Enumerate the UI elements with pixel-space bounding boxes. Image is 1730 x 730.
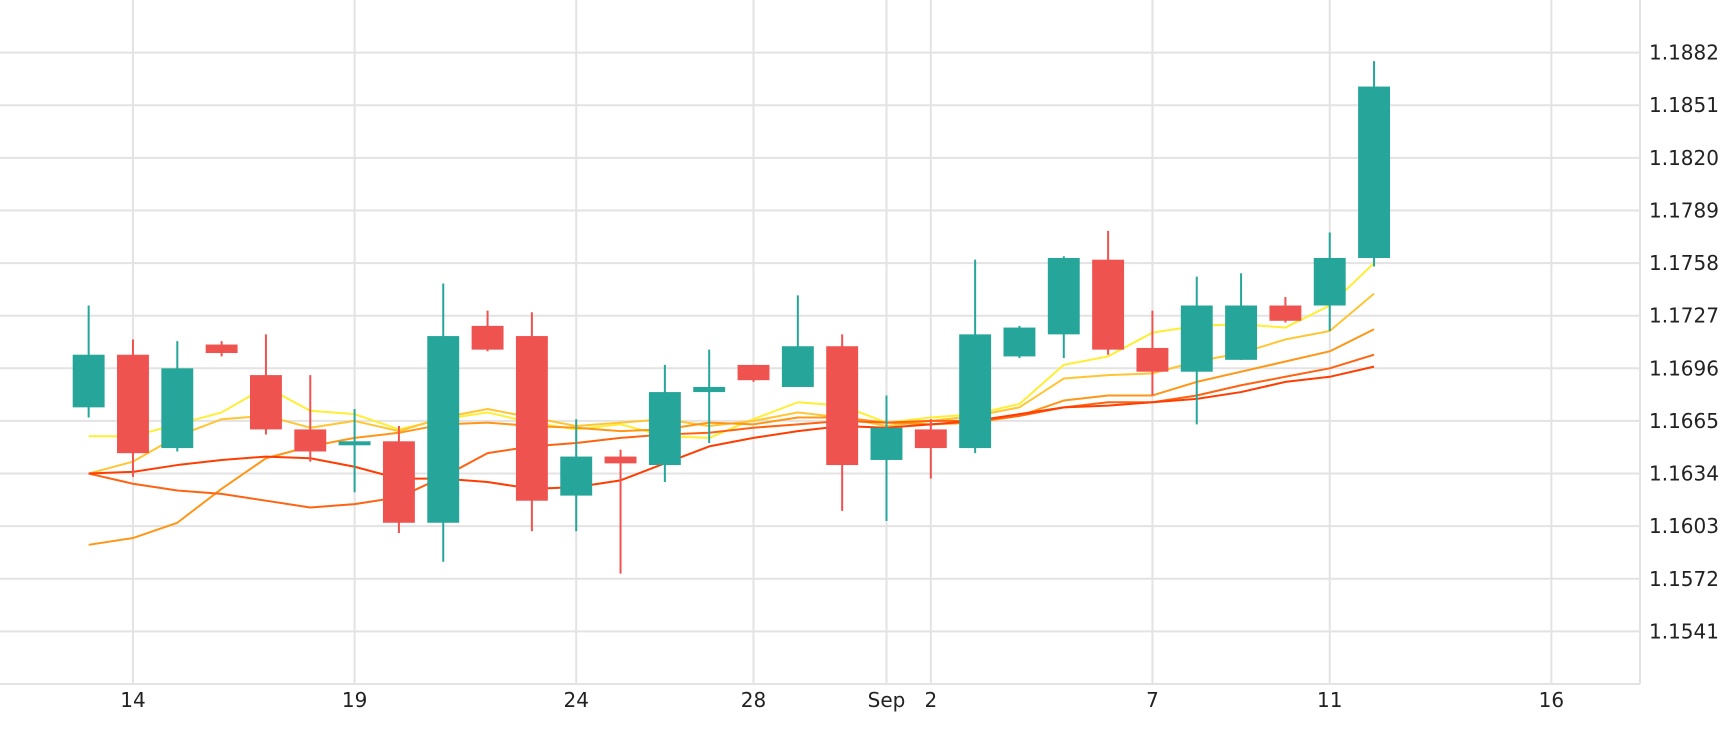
candles (72, 61, 1391, 574)
series-line-5 (88, 365, 1375, 490)
candle-body (781, 346, 814, 387)
candle (826, 334, 859, 511)
x-tick-label: 7 (1146, 688, 1159, 712)
y-tick-label: 1.1572 (1649, 567, 1719, 591)
y-tick-label: 1.1851 (1649, 93, 1719, 117)
x-tick-label: Sep (868, 688, 906, 712)
y-tick-label: 1.1603 (1649, 514, 1719, 538)
x-tick-label: 2 (924, 688, 937, 712)
candle-body (914, 429, 947, 449)
y-tick-label: 1.1665 (1649, 409, 1719, 433)
candle (72, 305, 105, 418)
y-tick-label: 1.1882 (1649, 41, 1719, 65)
candle-body (1092, 259, 1125, 350)
candle-body (1136, 347, 1169, 372)
candle-body (870, 427, 903, 460)
candle (1047, 256, 1080, 359)
candle-body (737, 364, 770, 381)
candle-body (693, 386, 726, 393)
x-tick-label: 28 (741, 688, 766, 712)
candle (471, 310, 504, 352)
candle (382, 426, 415, 533)
y-tick-label: 1.1789 (1649, 198, 1719, 222)
candle (1003, 325, 1036, 359)
candle-body (1313, 257, 1346, 306)
candle (117, 339, 149, 477)
candle-body (604, 456, 637, 464)
axes: 1.1882 1.1851 1.1820 1.1789 1.1758 1.1727 1.16… (0, 0, 1719, 712)
candle (205, 341, 238, 357)
candle-body (648, 392, 681, 466)
y-tick-label: 1.1634 (1649, 462, 1719, 486)
candle (1136, 310, 1169, 396)
candle-body (1225, 305, 1258, 360)
candle-body (826, 346, 859, 466)
x-tick-label: 19 (342, 688, 367, 712)
candle-body (249, 375, 282, 430)
y-tick-label: 1.1727 (1649, 304, 1719, 328)
candle (781, 295, 814, 387)
x-tick-label: 16 (1539, 688, 1564, 712)
series-line-1 (88, 262, 1375, 439)
candle (737, 364, 770, 382)
candle-body (1047, 257, 1080, 335)
candle-body (205, 344, 238, 354)
candle (161, 341, 194, 452)
candle (604, 449, 637, 574)
candle (338, 409, 371, 493)
candle-body (1003, 327, 1036, 357)
y-tick-label: 1.1696 (1649, 356, 1719, 380)
candle-body (1269, 305, 1302, 321)
candle-body (338, 441, 371, 446)
candle-body (959, 334, 992, 449)
grid-layer (0, 0, 1640, 684)
candle-body (471, 325, 504, 350)
candle-body (294, 429, 327, 452)
candle (1269, 297, 1302, 323)
candle-body (161, 368, 194, 449)
candle-body (117, 354, 149, 454)
candle-body (1180, 305, 1213, 372)
candle (427, 283, 460, 562)
candle (1358, 61, 1391, 267)
x-tick-label: 11 (1317, 688, 1342, 712)
candle-body (72, 354, 105, 408)
y-tick-label: 1.1541 (1649, 619, 1719, 643)
candle-body (560, 456, 593, 496)
candle (870, 395, 903, 522)
candle (1180, 276, 1213, 425)
candle (1225, 273, 1258, 360)
candle (648, 364, 681, 483)
candle (959, 259, 992, 454)
candle (294, 375, 327, 462)
y-tick-label: 1.1758 (1649, 251, 1719, 275)
x-tick-label: 24 (563, 688, 588, 712)
candle-body (382, 441, 415, 523)
candle-body (515, 336, 548, 501)
candle (1092, 230, 1125, 355)
y-tick-label: 1.1820 (1649, 146, 1719, 170)
candle (560, 419, 593, 532)
candle (693, 349, 726, 443)
candle-body (1358, 86, 1391, 258)
candle (515, 312, 548, 532)
x-tick-label: 14 (120, 688, 145, 712)
candle (914, 419, 947, 479)
candle (249, 334, 282, 435)
candle (1313, 232, 1346, 331)
candle-body (427, 336, 460, 523)
